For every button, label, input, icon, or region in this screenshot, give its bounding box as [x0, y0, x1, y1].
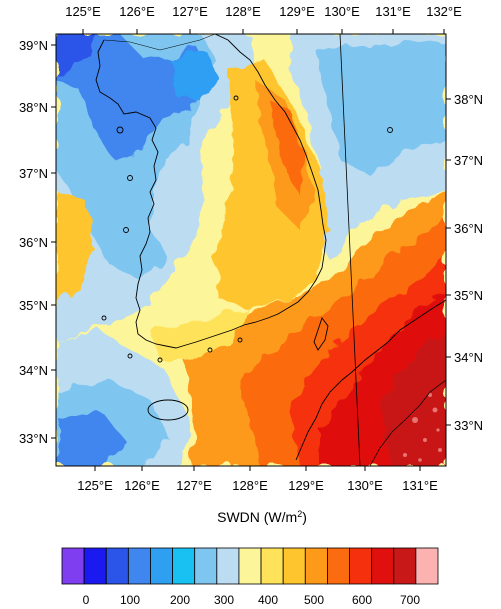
colorbar-swatch	[260, 547, 284, 585]
colorbar-swatch	[415, 547, 439, 585]
right-latitude-labels: 38°N 37°N 36°N 35°N 34°N 33°N	[446, 92, 483, 433]
bottom-lon-label: 130°E	[347, 478, 383, 493]
coastline-island	[123, 227, 129, 233]
left-lat-label: 33°N	[19, 431, 48, 446]
coastline-island	[387, 127, 393, 133]
bottom-lon-label: 128°E	[232, 478, 268, 493]
field-cyan-patch	[170, 50, 220, 100]
left-lat-label: 38°N	[19, 100, 48, 115]
bottom-lon-label: 126°E	[124, 478, 160, 493]
coastline-island	[207, 347, 213, 353]
right-lat-label: 34°N	[454, 350, 483, 365]
field-red-east-coast	[270, 100, 305, 195]
colorbar	[61, 547, 439, 585]
right-lat-label: 35°N	[454, 288, 483, 303]
colorbar-labels: 0 100 200 300 400 500 600 700	[83, 593, 421, 607]
top-lon-label: 126°E	[119, 4, 155, 19]
coastline-island	[116, 126, 124, 134]
top-lon-label: 127°E	[172, 4, 208, 19]
bottom-lon-label: 127°E	[176, 478, 212, 493]
map-frame	[55, 33, 447, 467]
field-blue-southwest-core	[60, 410, 125, 466]
field-blue-deep-corner	[56, 34, 95, 75]
colorbar-swatch	[393, 547, 417, 585]
field-pink-speckles	[403, 393, 442, 462]
left-latitude-labels: 39°N 38°N 37°N 36°N 35°N 34°N 33°N	[19, 38, 56, 446]
left-lat-label: 34°N	[19, 363, 48, 378]
colorbar-tick-label: 600	[352, 593, 372, 607]
bottom-lon-label: 131°E	[402, 478, 438, 493]
left-lat-label: 39°N	[19, 38, 48, 53]
coastlines	[95, 34, 446, 466]
right-lat-label: 37°N	[454, 153, 483, 168]
colorbar-swatch	[127, 547, 151, 585]
colorbar-swatch	[194, 547, 218, 585]
colorbar-swatch	[349, 547, 373, 585]
colorbar-tick-label: 200	[170, 593, 190, 607]
left-lat-label: 37°N	[19, 166, 48, 181]
coastline-dmz	[103, 34, 216, 51]
top-lon-label: 132°E	[426, 4, 462, 19]
right-lat-label: 38°N	[454, 92, 483, 107]
coastline-island	[127, 353, 133, 359]
colorbar-tick-label: 300	[214, 593, 234, 607]
colorbar-tick-label: 0	[83, 593, 90, 607]
coastline-island	[157, 357, 163, 363]
coastline-korea-south	[137, 307, 289, 349]
colorbar-swatch	[304, 547, 328, 585]
coastline-korea-west	[95, 39, 159, 335]
coastline-tsushima	[313, 317, 329, 351]
top-lon-label: 131°E	[375, 4, 411, 19]
right-lat-label: 33°N	[454, 418, 483, 433]
colorbar-tick-label: 400	[258, 593, 278, 607]
colorbar-swatch	[61, 547, 85, 585]
field-orange-west	[56, 190, 95, 300]
bottom-lon-label: 125°E	[77, 478, 113, 493]
bottom-longitude-labels: 125°E 126°E 127°E 128°E 129°E 130°E 131°E	[77, 466, 438, 493]
field-orange-peninsula	[215, 60, 330, 310]
coastline-island	[237, 337, 243, 343]
coastline-japan-inner	[369, 379, 446, 466]
field-blue-east-sea	[315, 40, 446, 175]
colorbar-tick-label: 100	[120, 593, 140, 607]
top-longitude-labels: 125°E 126°E 127°E 128°E 129°E 130°E 131°E 132°E	[65, 4, 462, 34]
coastline-island	[127, 175, 133, 181]
colorbar-tick-label: 500	[304, 593, 324, 607]
field-crimson-southeast	[380, 330, 446, 466]
coastline-jeju	[147, 399, 189, 421]
colorbar-swatch	[150, 547, 173, 585]
coastline-korea-east	[214, 34, 327, 309]
colorbar-swatch	[216, 547, 240, 585]
colorbar-swatch	[327, 547, 350, 585]
colorbar-swatch	[238, 547, 262, 585]
top-lon-label: 129°E	[279, 4, 315, 19]
colorbar-tick-label: 700	[400, 593, 420, 607]
colorbar-swatch	[83, 547, 107, 585]
coastline-island	[233, 95, 239, 101]
left-lat-label: 36°N	[19, 235, 48, 250]
coastline-island	[101, 315, 107, 321]
bottom-lon-label: 129°E	[288, 478, 324, 493]
top-lon-label: 125°E	[65, 4, 101, 19]
colorbar-swatch	[371, 547, 395, 585]
coastline-japan	[295, 299, 446, 461]
map-panel	[56, 34, 446, 466]
colorbar-swatch	[105, 547, 129, 585]
colorbar-swatch	[282, 547, 306, 585]
meridian-line	[339, 34, 361, 466]
variable-label: SWDN (W/m2)	[217, 509, 307, 525]
right-lat-label: 36°N	[454, 221, 483, 236]
top-lon-label: 130°E	[324, 4, 360, 19]
top-lon-label: 128°E	[225, 4, 261, 19]
colorbar-swatch	[172, 547, 196, 585]
left-lat-label: 35°N	[19, 298, 48, 313]
